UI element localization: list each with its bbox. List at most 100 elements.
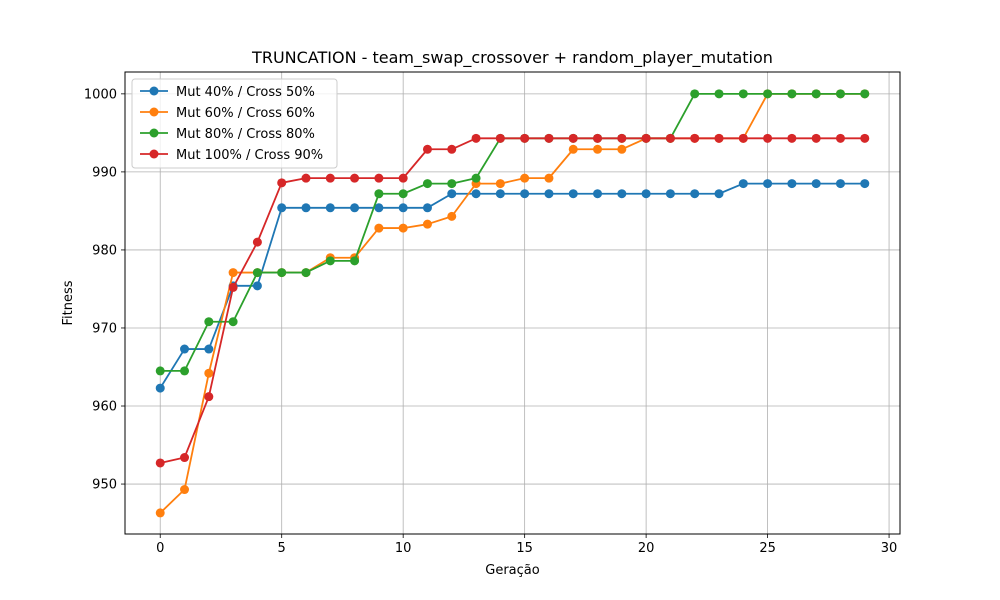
- data-point: [447, 179, 457, 189]
- data-point: [544, 133, 554, 143]
- legend-box: [131, 78, 338, 169]
- data-point: [325, 203, 335, 213]
- data-point: [277, 268, 287, 278]
- legend-marker: [149, 86, 159, 96]
- legend-marker: [149, 149, 159, 159]
- data-point: [738, 179, 748, 189]
- legend-label: Mut 100% / Cross 90%: [176, 148, 323, 163]
- data-point: [471, 133, 481, 143]
- data-point: [252, 268, 262, 278]
- data-point: [180, 485, 190, 495]
- data-point: [495, 189, 505, 199]
- data-point: [228, 282, 238, 292]
- data-point: [180, 366, 190, 376]
- data-point: [860, 133, 870, 143]
- data-point: [155, 383, 165, 393]
- data-point: [544, 173, 554, 183]
- data-point: [422, 219, 432, 229]
- data-point: [471, 189, 481, 199]
- data-point: [204, 392, 214, 402]
- data-point: [835, 133, 845, 143]
- legend-marker: [149, 128, 159, 138]
- y-tick-label: 970: [92, 321, 117, 336]
- data-point: [228, 268, 238, 278]
- data-point: [204, 344, 214, 354]
- data-point: [593, 133, 603, 143]
- data-point: [374, 203, 384, 213]
- data-point: [787, 89, 797, 99]
- data-point: [641, 133, 651, 143]
- y-tick-label: 960: [92, 400, 117, 415]
- data-point: [447, 144, 457, 154]
- data-point: [301, 268, 311, 278]
- data-point: [568, 189, 578, 199]
- data-point: [568, 144, 578, 154]
- chart-title: TRUNCATION - team_swap_crossover + rando…: [251, 48, 773, 68]
- grid-lines: [125, 72, 900, 534]
- data-point: [301, 203, 311, 213]
- legend-label: Mut 80% / Cross 80%: [176, 127, 315, 142]
- data-point: [593, 144, 603, 154]
- legend-entry: Mut 100% / Cross 90%: [140, 148, 323, 163]
- data-point: [374, 223, 384, 233]
- legend-entry: Mut 80% / Cross 80%: [140, 127, 315, 142]
- data-point: [204, 317, 214, 327]
- data-point: [617, 133, 627, 143]
- y-axis-ticks: 950 960 970 980 990 1000: [84, 87, 125, 493]
- x-tick-label: 10: [395, 541, 412, 556]
- data-point: [617, 189, 627, 199]
- data-point: [350, 173, 360, 183]
- data-point: [714, 189, 724, 199]
- x-axis-label: Geração: [485, 563, 539, 578]
- x-tick-label: 20: [638, 541, 655, 556]
- data-point: [665, 189, 675, 199]
- data-point: [180, 344, 190, 354]
- data-point: [495, 179, 505, 189]
- data-point: [398, 173, 408, 183]
- data-point: [811, 133, 821, 143]
- data-point: [835, 89, 845, 99]
- data-point: [860, 89, 870, 99]
- legend-marker: [149, 107, 159, 117]
- legend-label: Mut 60% / Cross 60%: [176, 106, 315, 121]
- data-point: [422, 144, 432, 154]
- plot-area-frame: [124, 71, 901, 535]
- data-point: [763, 89, 773, 99]
- data-point: [690, 89, 700, 99]
- x-tick-label: 25: [759, 541, 776, 556]
- data-point: [738, 89, 748, 99]
- x-tick-label: 5: [278, 541, 286, 556]
- data-point: [787, 179, 797, 189]
- data-point: [277, 178, 287, 188]
- data-point: [835, 179, 845, 189]
- data-point: [301, 173, 311, 183]
- data-point: [763, 179, 773, 189]
- data-point: [422, 203, 432, 213]
- data-point: [690, 189, 700, 199]
- x-tick-label: 15: [516, 541, 533, 556]
- data-point: [811, 179, 821, 189]
- data-point: [252, 237, 262, 247]
- legend-entry: Mut 40% / Cross 50%: [140, 85, 315, 100]
- legend: Mut 40% / Cross 50% Mut 60% / Cross 60% …: [131, 78, 338, 169]
- data-point: [398, 223, 408, 233]
- x-axis-ticks: 0 5 10 15 20 25 30: [156, 534, 897, 556]
- x-tick-label: 30: [881, 541, 898, 556]
- data-point: [252, 281, 262, 291]
- data-point: [520, 173, 530, 183]
- data-point: [495, 133, 505, 143]
- data-point: [398, 203, 408, 213]
- y-axis-label: Fitness: [61, 280, 76, 325]
- data-point: [690, 133, 700, 143]
- data-point: [325, 173, 335, 183]
- data-point: [738, 133, 748, 143]
- data-point: [471, 173, 481, 183]
- data-point: [520, 189, 530, 199]
- data-point: [520, 133, 530, 143]
- data-point: [787, 133, 797, 143]
- series-layer: [155, 89, 870, 518]
- data-point: [204, 368, 214, 378]
- legend-label: Mut 40% / Cross 50%: [176, 85, 315, 100]
- data-point: [180, 453, 190, 463]
